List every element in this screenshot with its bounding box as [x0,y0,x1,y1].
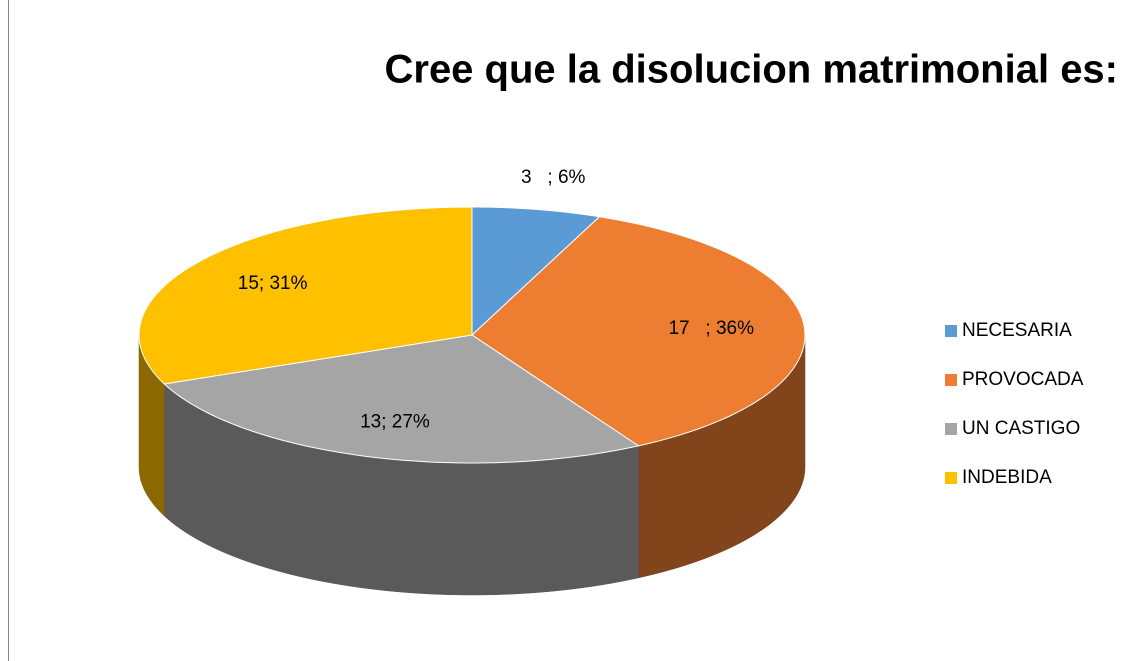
legend-swatch [945,472,957,484]
chart-title: Cree que la disolucion matrimonial es: [384,48,1118,92]
pie-sides [138,334,806,596]
data-label: 17 ; 36% [668,318,754,339]
data-label: 15; 31% [238,273,308,294]
legend-label: UN CASTIGO [962,418,1080,439]
chart-frame [8,0,9,661]
legend-label: PROVOCADA [962,369,1084,390]
pie-tops [138,206,806,464]
legend-swatch [945,374,957,386]
legend-label: NECESARIA [962,320,1072,341]
legend: NECESARIA PROVOCADA UN CASTIGO INDEBIDA [945,320,1084,488]
legend-swatch [945,325,957,337]
pie-slice [163,334,640,464]
data-label: 3 ; 6% [521,167,586,188]
data-label: 13; 27% [360,411,430,432]
pie-slice [138,206,473,385]
legend-swatch [945,423,957,435]
pie-slice [471,206,601,337]
pie-slice [471,216,806,447]
data-labels: 3 ; 6% 17 ; 36% 13; 27% 15; 31% [238,167,754,432]
legend-label: INDEBIDA [962,467,1052,488]
